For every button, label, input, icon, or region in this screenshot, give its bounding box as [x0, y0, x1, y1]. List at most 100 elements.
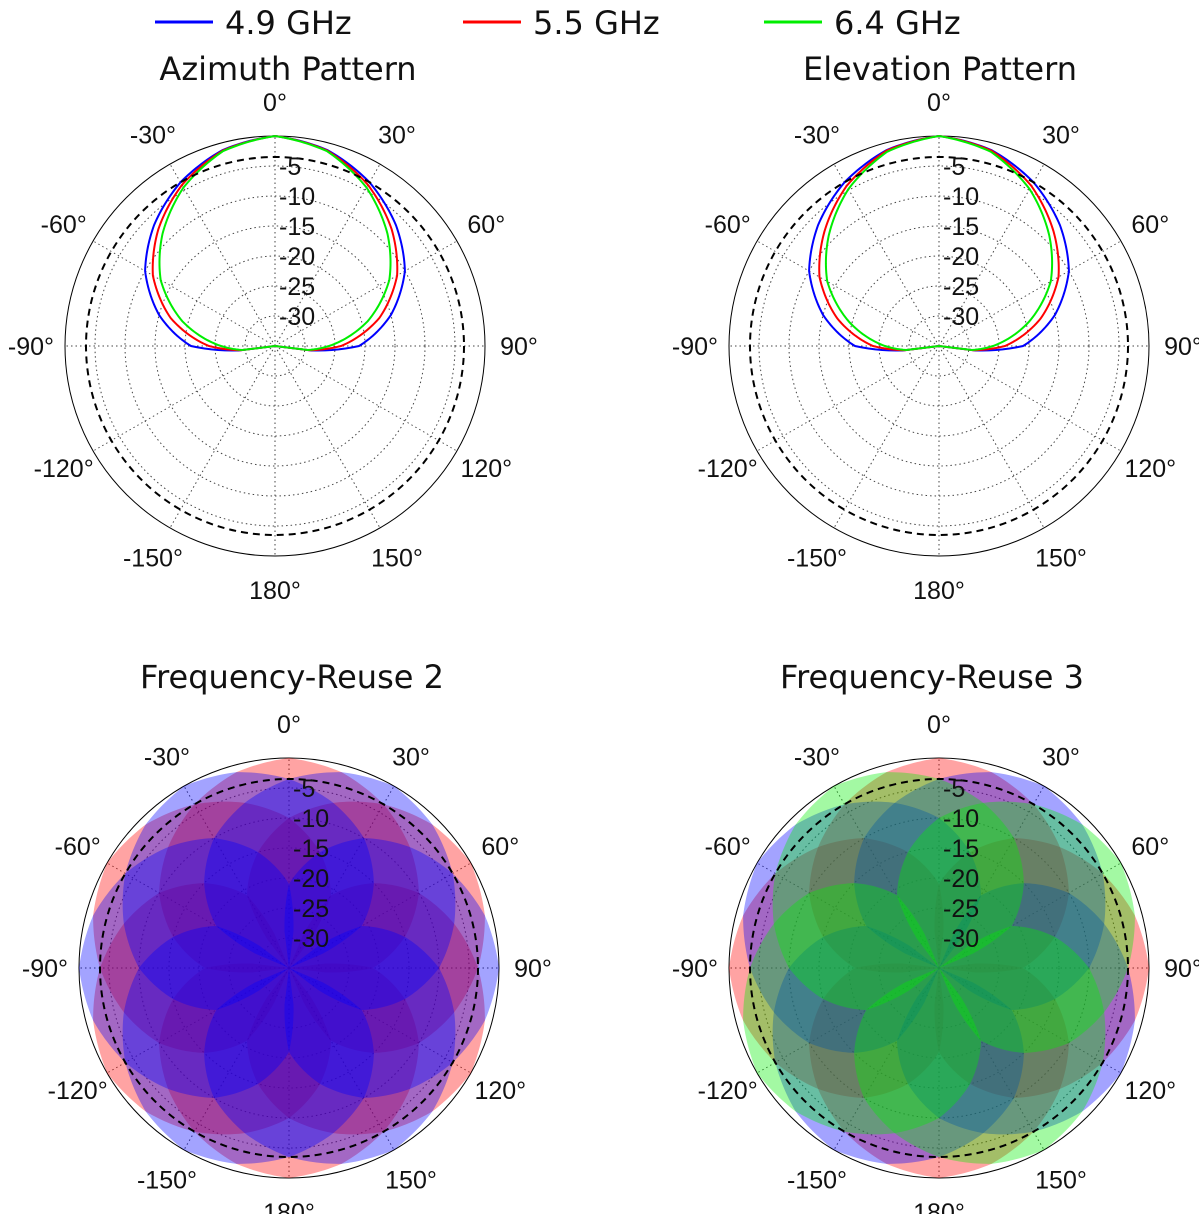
beam-lobe [79, 838, 294, 1098]
grid-spoke [169, 163, 276, 347]
angle-tick-label: -60° [705, 211, 751, 239]
angle-tick-label: 30° [392, 744, 430, 772]
grid-spoke [92, 345, 276, 452]
angle-tick-label: 60° [1131, 833, 1169, 861]
beam-lobe [284, 838, 499, 1098]
angle-tick-label: -90° [672, 955, 718, 983]
grid-ring [818, 847, 1060, 1089]
beam-lobe [854, 772, 1106, 1010]
angle-tick-label: 150° [371, 544, 423, 572]
grid-spoke [274, 345, 458, 452]
angle-tick-label: 30° [378, 122, 416, 150]
angle-tick-label: 0° [927, 711, 951, 739]
beam-lobe [204, 926, 456, 1164]
angle-tick-label: -150° [787, 1166, 847, 1194]
radial-tick-label: -25 [279, 273, 315, 301]
beam-lobe [743, 883, 981, 1135]
grid-ring [818, 225, 1060, 467]
angle-tick-label: -120° [698, 1077, 758, 1105]
beam-lobe [204, 772, 456, 1010]
radial-tick-label: -5 [293, 775, 315, 803]
radial-tick-label: -10 [279, 183, 315, 211]
panel-title: Azimuth Pattern [159, 50, 416, 88]
beam-lobe [854, 926, 1106, 1164]
legend: 4.9 GHz 5.5 GHz 6.4 GHz [155, 4, 961, 42]
angle-tick-label: 90° [1164, 955, 1199, 983]
radial-tick-label: -15 [943, 835, 979, 863]
polar-outer-circle [728, 757, 1150, 1179]
radial-tick-label: -15 [943, 213, 979, 241]
radial-tick-label: -30 [279, 303, 315, 331]
grid-ring [908, 937, 970, 999]
radial-tick-label: -25 [293, 895, 329, 923]
angle-tick-label: 120° [1124, 455, 1176, 483]
radial-tick-label: -20 [943, 243, 979, 271]
radial-tick-label: -5 [943, 153, 965, 181]
angle-tick-label: 60° [481, 833, 519, 861]
radial-tick-label: -20 [279, 243, 315, 271]
angle-tick-label: -120° [698, 455, 758, 483]
panel-title: Elevation Pattern [803, 50, 1077, 88]
angle-tick-label: -30° [794, 744, 840, 772]
angle-tick-label: 90° [514, 955, 552, 983]
beam-lobe [897, 801, 1135, 1053]
angle-tick-label: -120° [48, 1077, 108, 1105]
angle-tick-label: -30° [794, 122, 840, 150]
grid-spoke [833, 163, 940, 347]
beam-lobe [247, 883, 485, 1135]
angle-tick-label: 150° [1035, 1166, 1087, 1194]
grid-ring [258, 937, 320, 999]
beam-lobe [897, 883, 1135, 1135]
frequency-reuse-2-panel: Frequency-Reuse 2 -5-10-15-20-25-30 0° 30°… [22, 658, 552, 1214]
polar-outer-circle [78, 757, 500, 1179]
elevation-pattern-panel: Elevation Pattern -5-10-15-20-25-30 0° 30°… [672, 50, 1199, 605]
beam-lobe [247, 801, 485, 1053]
angle-tick-label: 30° [1042, 744, 1080, 772]
reference-circle [749, 156, 1129, 536]
beam-lobe [743, 801, 981, 1053]
grid-spoke [274, 345, 381, 529]
grid-ring [154, 225, 396, 467]
angle-tick-label: -150° [137, 1166, 197, 1194]
grid-spoke [938, 345, 1045, 529]
radial-tick-label: -15 [279, 213, 315, 241]
radial-tick-label: -10 [293, 805, 329, 833]
angle-tick-label: -120° [34, 455, 94, 483]
radial-tick-label: -5 [943, 775, 965, 803]
azimuth-pattern-panel: Azimuth Pattern -5-10-15-20-25-30 0° 30° 60… [8, 50, 538, 605]
radial-tick-label: -30 [943, 303, 979, 331]
beam-lobe [93, 883, 331, 1135]
radial-tick-label: -5 [279, 153, 301, 181]
angle-tick-label: -30° [130, 122, 176, 150]
angle-tick-label: 60° [1131, 211, 1169, 239]
beam-lobe [809, 963, 1069, 1178]
series-line [158, 134, 392, 352]
panel-title: Frequency-Reuse 2 [140, 658, 444, 696]
grid-spoke [833, 345, 940, 529]
grid-ring [908, 315, 970, 377]
angle-tick-label: 0° [263, 89, 287, 117]
beam-lobe [93, 801, 331, 1053]
reference-circle [749, 778, 1129, 1158]
angle-tick-label: 180° [913, 1199, 965, 1214]
angle-tick-label: 60° [467, 211, 505, 239]
grid-ring [168, 847, 410, 1089]
legend-label-5-5ghz: 5.5 GHz [533, 4, 660, 42]
grid-spoke [756, 345, 940, 452]
beam-lobe [122, 772, 374, 1010]
angle-tick-label: 90° [1164, 333, 1199, 361]
radial-tick-label: -20 [943, 865, 979, 893]
radial-tick-label: -25 [943, 895, 979, 923]
angle-tick-label: 150° [1035, 544, 1087, 572]
angle-tick-label: -90° [672, 333, 718, 361]
angle-tick-label: 180° [249, 577, 301, 605]
beam-lobe [772, 772, 1024, 1010]
angle-tick-label: 30° [1042, 122, 1080, 150]
frequency-reuse-3-panel: Frequency-Reuse 3 -5-10-15-20-25-30 0° 30°… [672, 658, 1199, 1214]
radial-tick-label: -30 [943, 925, 979, 953]
radial-tick-label: -10 [943, 805, 979, 833]
angle-tick-label: -30° [144, 744, 190, 772]
beam-lobe [772, 926, 1024, 1164]
grid-spoke [938, 345, 1122, 452]
